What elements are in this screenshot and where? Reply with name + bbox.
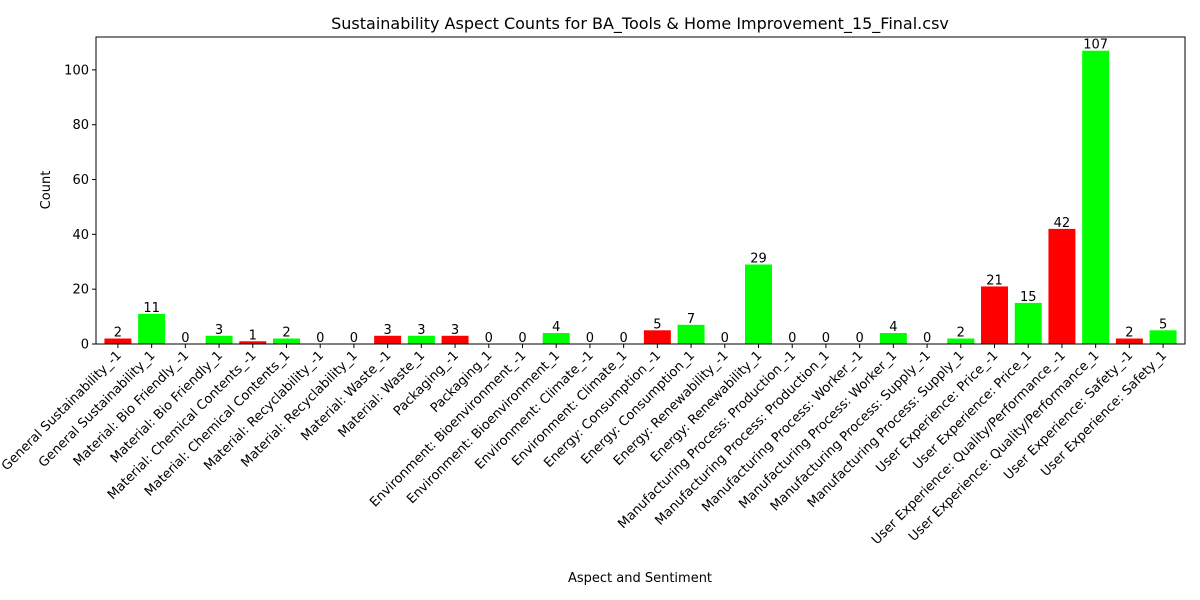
y-tick-label: 80 bbox=[72, 118, 89, 133]
bar-value-label: 3 bbox=[215, 323, 223, 338]
bar-value-label: 5 bbox=[653, 317, 661, 332]
bar bbox=[643, 330, 671, 344]
bar-value-label: 21 bbox=[986, 273, 1003, 288]
bar bbox=[677, 324, 705, 344]
bar bbox=[879, 333, 907, 344]
bar bbox=[407, 335, 435, 344]
bar bbox=[273, 338, 300, 344]
bar-value-label: 0 bbox=[316, 331, 324, 346]
bar-value-label: 0 bbox=[822, 331, 830, 346]
bar bbox=[981, 286, 1008, 344]
bar-value-label: 0 bbox=[620, 331, 628, 346]
bar bbox=[1014, 302, 1042, 344]
bar bbox=[104, 338, 132, 344]
bar-value-label: 3 bbox=[383, 323, 391, 338]
bar bbox=[205, 335, 233, 344]
y-tick-label: 100 bbox=[64, 63, 89, 78]
bar bbox=[441, 335, 469, 344]
y-tick-label: 40 bbox=[72, 228, 89, 243]
bar bbox=[1149, 330, 1177, 344]
bar-value-label: 15 bbox=[1020, 290, 1037, 305]
bar bbox=[947, 338, 975, 344]
bar-value-label: 1 bbox=[249, 328, 257, 343]
bar-value-label: 0 bbox=[586, 331, 594, 346]
y-tick-label: 0 bbox=[81, 338, 89, 353]
plot-frame bbox=[95, 36, 1186, 345]
bar-value-label: 3 bbox=[417, 323, 425, 338]
bar-value-label: 11 bbox=[143, 301, 160, 316]
bar-value-label: 2 bbox=[114, 326, 122, 341]
bar-value-label: 7 bbox=[687, 312, 695, 327]
bar-value-label: 2 bbox=[957, 326, 965, 341]
bar bbox=[1048, 228, 1076, 344]
bar-value-label: 42 bbox=[1054, 216, 1071, 231]
bar-value-label: 0 bbox=[721, 331, 729, 346]
bar-value-label: 4 bbox=[889, 320, 897, 335]
bar-value-label: 0 bbox=[485, 331, 493, 346]
bar bbox=[1115, 338, 1143, 344]
bar-value-label: 3 bbox=[451, 323, 459, 338]
bar-value-label: 0 bbox=[788, 331, 796, 346]
y-tick-label: 20 bbox=[72, 283, 89, 298]
bar-value-label: 0 bbox=[923, 331, 931, 346]
bar-value-label: 2 bbox=[1125, 326, 1133, 341]
bar-value-label: 4 bbox=[552, 320, 560, 335]
bar bbox=[138, 313, 166, 344]
bar-value-label: 2 bbox=[282, 326, 290, 341]
bar-value-label: 0 bbox=[350, 331, 358, 346]
bar-value-label: 0 bbox=[181, 331, 189, 346]
bar-value-label: 0 bbox=[518, 331, 526, 346]
bar bbox=[745, 264, 772, 344]
bar-value-label: 0 bbox=[856, 331, 864, 346]
y-axis-title: Count bbox=[39, 171, 54, 210]
bar bbox=[239, 341, 267, 344]
bar-value-label: 5 bbox=[1159, 317, 1167, 332]
x-axis-title: Aspect and Sentiment bbox=[568, 571, 712, 586]
y-tick-label: 60 bbox=[72, 173, 89, 188]
bar-value-label: 29 bbox=[750, 252, 767, 267]
bar bbox=[374, 335, 402, 344]
bar bbox=[542, 333, 570, 344]
bar bbox=[1082, 50, 1110, 345]
chart-title: Sustainability Aspect Counts for BA_Tool… bbox=[331, 14, 949, 34]
bar-value-label: 107 bbox=[1083, 38, 1108, 53]
